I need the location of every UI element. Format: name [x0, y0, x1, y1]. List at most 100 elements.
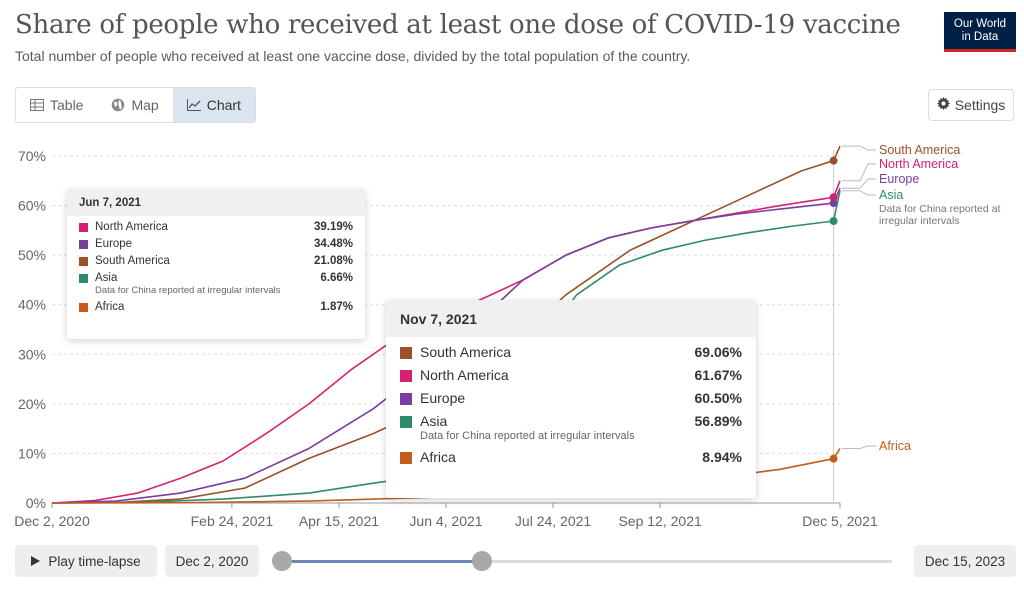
tooltip-series-note: Data for China reported at irregular int… — [95, 285, 281, 296]
play-icon — [31, 554, 41, 569]
tooltip-big-row-africa: Africa 8.94% — [386, 449, 756, 465]
end-label-europe[interactable]: Europe — [879, 172, 919, 186]
tooltip-nov-7: Nov 7, 2021 South America 69.06% North Ame… — [386, 300, 756, 498]
y-tick-label: 70% — [18, 148, 46, 164]
tooltip-series-value: 21.08% — [313, 255, 353, 267]
table-icon — [30, 99, 44, 111]
tooltip-series-value: 56.89% — [694, 413, 742, 429]
logo-line-2: in Data — [961, 31, 999, 43]
tooltip-series-value: 6.66% — [320, 272, 353, 284]
end-label-connector — [842, 190, 876, 196]
legend-swatch — [79, 257, 88, 266]
tooltip-series-name: Africa — [95, 301, 125, 313]
tooltip-series-value: 34.48% — [313, 238, 353, 250]
globe-icon — [111, 98, 125, 112]
tooltip-series-name: Europe — [420, 390, 466, 406]
end-label-connector — [842, 163, 876, 182]
chart-subtitle: Total number of people who received at l… — [15, 48, 691, 64]
hover-point-north-america — [829, 193, 838, 202]
tooltip-series-name: North America — [95, 221, 168, 233]
tooltip-series-name: North America — [420, 367, 509, 383]
tooltip-series-note: Data for China reported at irregular int… — [420, 430, 635, 442]
series-line-europe[interactable] — [51, 187, 841, 504]
tooltip-small-row-europe: Europe 34.48% — [67, 238, 365, 250]
tooltip-small-row-asia: Asia Data for China reported at irregular… — [67, 272, 365, 296]
tab-table-label: Table — [50, 97, 84, 113]
hover-point-europe — [829, 199, 838, 208]
x-tick-label: Dec 5, 2021 — [802, 513, 878, 529]
tooltip-series-value: 39.19% — [313, 221, 353, 233]
tab-table[interactable]: Table — [16, 88, 97, 122]
legend-swatch — [400, 393, 412, 405]
settings-button[interactable]: Settings — [928, 89, 1014, 121]
legend-swatch — [79, 274, 88, 283]
tooltip-big-row-europe: Europe 60.50% — [386, 390, 756, 406]
legend-swatch — [79, 240, 88, 249]
end-label-note-line: Data for China reported at — [879, 203, 1000, 215]
legend-swatch — [400, 347, 412, 359]
legend-swatch — [79, 303, 88, 312]
tooltip-series-value: 1.87% — [320, 301, 353, 313]
timeline-start-date[interactable]: Dec 2, 2020 — [165, 545, 259, 577]
timeline-selected-range — [282, 560, 483, 563]
chart-title: Share of people who received at least on… — [15, 10, 901, 40]
tooltip-big-row-asia: Asia Data for China reported at irregular… — [386, 413, 756, 442]
tooltip-small-date: Jun 7, 2021 — [67, 189, 365, 216]
tooltip-series-name: Africa — [420, 449, 456, 465]
end-label-south-america[interactable]: South America — [879, 143, 960, 157]
hover-point-south-america — [829, 156, 838, 165]
legend-swatch — [400, 416, 412, 428]
hover-point-asia — [829, 216, 838, 225]
y-tick-label: 50% — [18, 247, 46, 263]
y-tick-label: 40% — [18, 297, 46, 313]
settings-label: Settings — [954, 97, 1006, 113]
tooltip-series-value: 61.67% — [694, 367, 742, 383]
y-tick-label: 20% — [18, 396, 46, 412]
tooltip-series-value: 8.94% — [702, 449, 742, 465]
end-label-connector — [842, 145, 876, 151]
tooltip-small-row-south-america: South America 21.08% — [67, 255, 365, 267]
tooltip-big-row-north-america: North America 61.67% — [386, 367, 756, 383]
play-label: Play time-lapse — [48, 553, 141, 569]
y-tick-label: 30% — [18, 346, 46, 362]
timeline-track[interactable] — [282, 560, 892, 563]
end-label-connector — [842, 445, 876, 449]
x-tick-label: Dec 2, 2020 — [14, 513, 90, 529]
tooltip-jun-7: Jun 7, 2021 North America 39.19% Europe 34.… — [67, 189, 365, 339]
tab-chart[interactable]: Chart — [172, 88, 255, 122]
legend-swatch — [400, 452, 412, 464]
owid-logo[interactable]: Our World in Data — [944, 12, 1016, 52]
timeline-start-handle[interactable] — [272, 551, 292, 571]
end-label-north-america[interactable]: North America — [879, 157, 958, 171]
x-tick-label: Jul 24, 2021 — [515, 513, 591, 529]
tooltip-big-row-south-america: South America 69.06% — [386, 344, 756, 360]
tooltip-series-value: 69.06% — [694, 344, 742, 360]
tooltip-series-name: Asia Data for China reported at irregular… — [420, 413, 695, 442]
tooltip-series-name: Europe — [95, 238, 133, 250]
tab-map[interactable]: Map — [97, 88, 172, 122]
tooltip-series-name: South America — [95, 255, 170, 267]
legend-swatch — [79, 223, 88, 232]
hover-point-africa — [829, 454, 838, 463]
tooltip-big-date: Nov 7, 2021 — [386, 300, 756, 337]
legend-swatch — [400, 370, 412, 382]
end-label-africa[interactable]: Africa — [879, 439, 911, 453]
x-tick-label: Apr 15, 2021 — [299, 513, 379, 529]
y-tick-label: 0% — [26, 495, 46, 511]
tooltip-small-row-north-america: North America 39.19% — [67, 221, 365, 233]
tab-map-label: Map — [131, 97, 159, 113]
play-timelapse-button[interactable]: Play time-lapse — [15, 545, 157, 577]
x-tick-label: Jun 4, 2021 — [409, 513, 482, 529]
gear-icon — [936, 97, 950, 113]
timeline-end-handle[interactable] — [472, 551, 493, 571]
x-tick-label: Feb 24, 2021 — [191, 513, 274, 529]
end-label-asia[interactable]: Asia — [879, 188, 903, 202]
line-chart-icon — [186, 99, 201, 111]
tooltip-series-name: Asia Data for China reported at irregular… — [95, 272, 320, 296]
tooltip-series-value: 60.50% — [694, 390, 742, 406]
end-label-note-line: irregular intervals — [879, 215, 960, 227]
x-tick-label: Sep 12, 2021 — [618, 513, 702, 529]
end-label-connector — [842, 178, 876, 189]
tab-chart-label: Chart — [206, 97, 241, 113]
timeline-end-date[interactable]: Dec 15, 2023 — [914, 545, 1016, 577]
